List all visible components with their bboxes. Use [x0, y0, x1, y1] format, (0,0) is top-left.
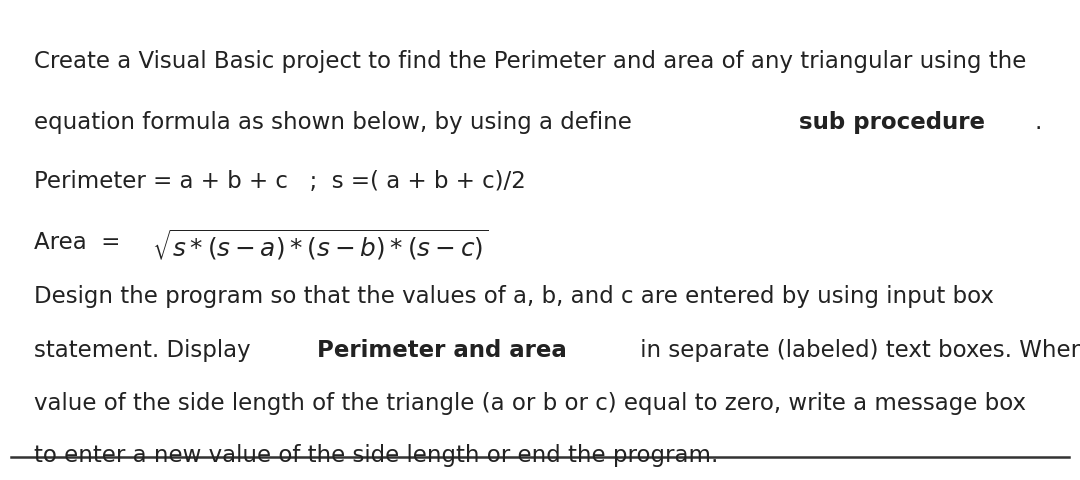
Text: statement. Display: statement. Display	[35, 339, 258, 362]
Text: value of the side length of the triangle (a or b or c) equal to zero, write a me: value of the side length of the triangle…	[35, 392, 1026, 414]
Text: Create a Visual Basic project to find the Perimeter and area of any triangular u: Create a Visual Basic project to find th…	[35, 49, 1026, 72]
Text: Area  =: Area =	[35, 230, 127, 253]
Text: Perimeter = a + b + c   ;  s =( a + b + c)/2: Perimeter = a + b + c ; s =( a + b + c)/…	[35, 169, 526, 192]
Text: in separate (labeled) text boxes. When the: in separate (labeled) text boxes. When t…	[633, 339, 1080, 362]
Text: equation formula as shown below, by using a define: equation formula as shown below, by usin…	[35, 111, 639, 133]
Text: .: .	[1035, 111, 1042, 133]
Text: to enter a new value of the side length or end the program.: to enter a new value of the side length …	[35, 443, 718, 466]
Text: Perimeter and area: Perimeter and area	[318, 339, 567, 362]
Text: $\sqrt{s*(s-a)*(s-b)*(s-c)}$: $\sqrt{s*(s-a)*(s-b)*(s-c)}$	[152, 227, 489, 262]
Text: sub procedure: sub procedure	[799, 111, 985, 133]
Text: Design the program so that the values of a, b, and c are entered by using input : Design the program so that the values of…	[35, 285, 994, 308]
